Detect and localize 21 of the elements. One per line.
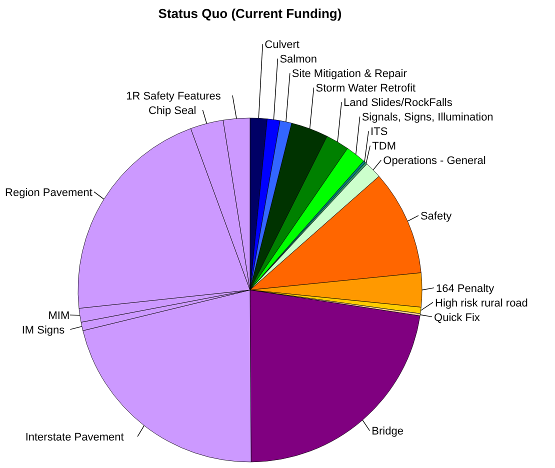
slice-label: Signals, Signs, Illumination <box>362 112 494 124</box>
slice-label: Storm Water Retrofit <box>316 82 416 95</box>
slice-label: Site Mitigation & Repair <box>292 68 408 80</box>
slice-label: Operations - General <box>383 155 486 168</box>
chart-title: Status Quo (Current Funding) <box>158 6 342 21</box>
slice-label: Quick Fix <box>434 312 480 324</box>
slice-label: TDM <box>372 140 396 153</box>
slice-label: IM Signs <box>22 324 66 336</box>
slice-label: Culvert <box>264 39 300 52</box>
slice-label: Land Slides/RockFalls <box>344 97 453 110</box>
slice-label: ITS <box>370 126 388 138</box>
slice-label: Safety <box>420 210 452 223</box>
slice-label: 1R Safety Features <box>126 90 222 102</box>
legend-label: Interstate Pavement <box>25 432 124 444</box>
slice-label: 164 Penalty <box>436 282 495 295</box>
slice-label: Salmon <box>280 54 317 66</box>
slice-label: High risk rural road <box>435 297 528 310</box>
slice-label: MIM <box>48 310 70 322</box>
slice-label: Bridge <box>372 426 404 438</box>
slice-label: Chip Seal <box>148 104 196 117</box>
slice-label: Region Pavement <box>5 186 92 199</box>
